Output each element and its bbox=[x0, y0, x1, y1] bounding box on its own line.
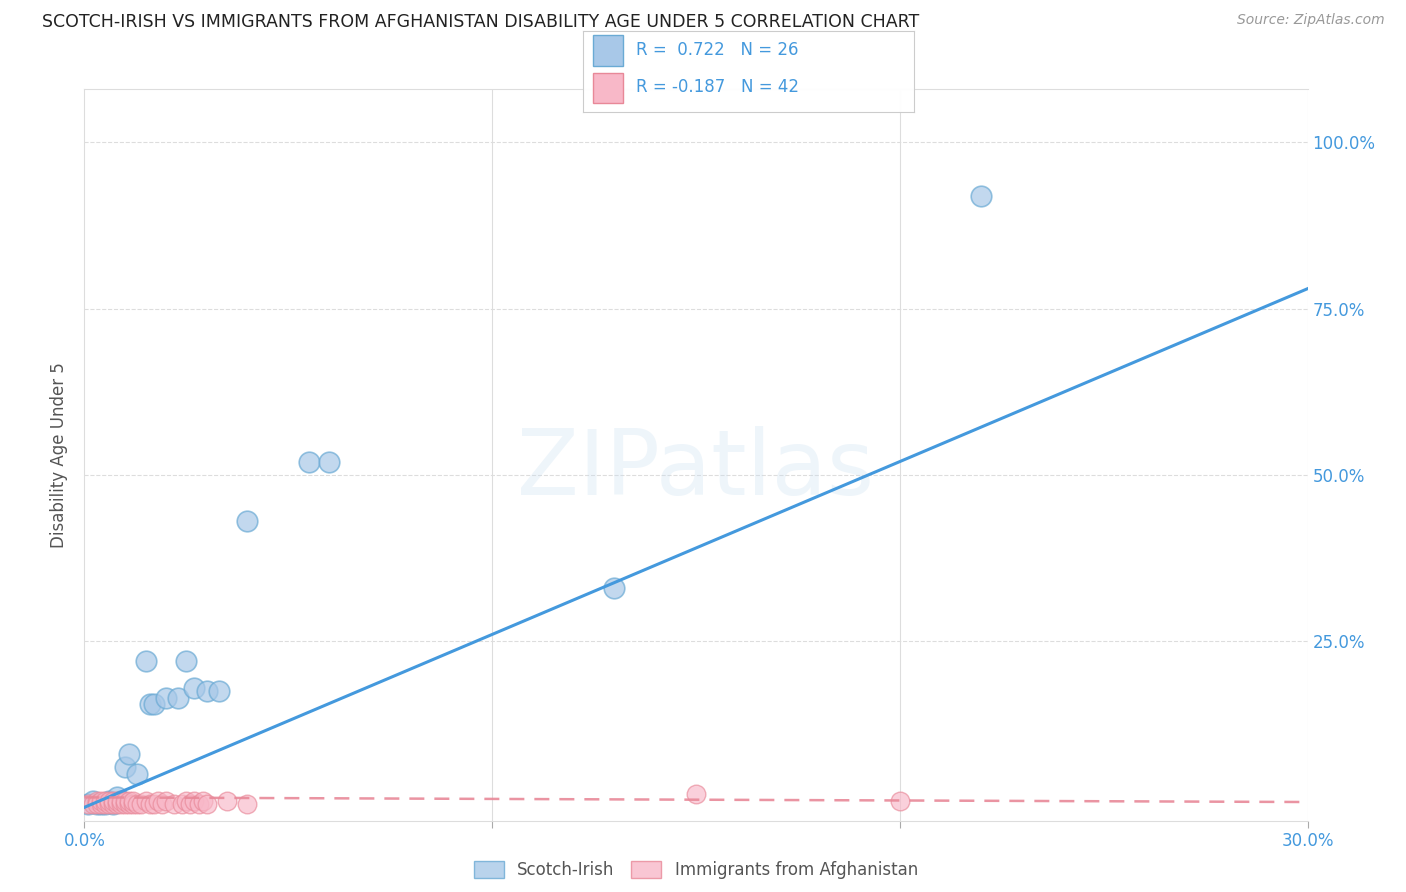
Point bbox=[122, 797, 145, 811]
Point bbox=[889, 794, 911, 808]
Point bbox=[101, 797, 124, 811]
Point bbox=[105, 794, 128, 808]
Point bbox=[179, 797, 201, 811]
Point bbox=[97, 794, 120, 808]
Point bbox=[970, 188, 993, 202]
Point bbox=[155, 690, 177, 705]
Point bbox=[127, 767, 149, 781]
Text: R =  0.722   N = 26: R = 0.722 N = 26 bbox=[637, 42, 799, 60]
Point bbox=[93, 797, 117, 811]
Point bbox=[176, 654, 198, 668]
Point bbox=[90, 797, 112, 811]
Point bbox=[118, 797, 141, 811]
Point bbox=[131, 797, 153, 811]
Point bbox=[110, 797, 132, 811]
Point bbox=[82, 794, 104, 808]
Point bbox=[183, 681, 205, 695]
Point bbox=[77, 797, 100, 811]
Point bbox=[195, 797, 218, 811]
Point bbox=[155, 794, 177, 808]
Point bbox=[86, 797, 108, 811]
Point bbox=[97, 794, 120, 808]
Point bbox=[318, 454, 340, 468]
Point bbox=[86, 797, 108, 811]
Point bbox=[93, 794, 117, 808]
Point bbox=[138, 797, 160, 811]
Point bbox=[135, 654, 157, 668]
Point bbox=[146, 794, 169, 808]
Point bbox=[208, 684, 231, 698]
Text: SCOTCH-IRISH VS IMMIGRANTS FROM AFGHANISTAN DISABILITY AGE UNDER 5 CORRELATION C: SCOTCH-IRISH VS IMMIGRANTS FROM AFGHANIS… bbox=[42, 13, 920, 31]
Point bbox=[150, 797, 173, 811]
FancyBboxPatch shape bbox=[593, 73, 623, 103]
Point bbox=[114, 794, 136, 808]
Point bbox=[142, 797, 165, 811]
Point bbox=[90, 797, 112, 811]
Point bbox=[135, 794, 157, 808]
Text: R = -0.187   N = 42: R = -0.187 N = 42 bbox=[637, 78, 800, 96]
Point bbox=[685, 787, 707, 801]
Point bbox=[122, 794, 145, 808]
Point bbox=[142, 698, 165, 712]
Point bbox=[114, 797, 136, 811]
Point bbox=[101, 797, 124, 811]
Point bbox=[167, 690, 190, 705]
Point bbox=[298, 454, 321, 468]
Legend: Scotch-Irish, Immigrants from Afghanistan: Scotch-Irish, Immigrants from Afghanista… bbox=[467, 854, 925, 886]
Point bbox=[93, 797, 117, 811]
Point bbox=[110, 794, 132, 808]
Point bbox=[101, 794, 124, 808]
Point bbox=[195, 684, 218, 698]
FancyBboxPatch shape bbox=[593, 36, 623, 66]
Point bbox=[163, 797, 186, 811]
Point bbox=[105, 790, 128, 805]
Point bbox=[183, 794, 205, 808]
Point bbox=[90, 794, 112, 808]
Point bbox=[236, 797, 259, 811]
Point bbox=[138, 698, 160, 712]
Point bbox=[118, 747, 141, 761]
Text: ZIPatlas: ZIPatlas bbox=[517, 425, 875, 514]
Text: Source: ZipAtlas.com: Source: ZipAtlas.com bbox=[1237, 13, 1385, 28]
Point bbox=[603, 581, 626, 595]
Point bbox=[77, 797, 100, 811]
Point bbox=[97, 797, 120, 811]
Point bbox=[127, 797, 149, 811]
Point bbox=[105, 797, 128, 811]
Point bbox=[187, 797, 209, 811]
Point bbox=[191, 794, 214, 808]
Point bbox=[82, 797, 104, 811]
Point bbox=[86, 794, 108, 808]
Point bbox=[217, 794, 239, 808]
Point bbox=[172, 797, 194, 811]
Point bbox=[110, 794, 132, 808]
Point bbox=[236, 515, 259, 529]
Point bbox=[114, 760, 136, 774]
Point bbox=[118, 794, 141, 808]
Point bbox=[176, 794, 198, 808]
Y-axis label: Disability Age Under 5: Disability Age Under 5 bbox=[51, 362, 69, 548]
